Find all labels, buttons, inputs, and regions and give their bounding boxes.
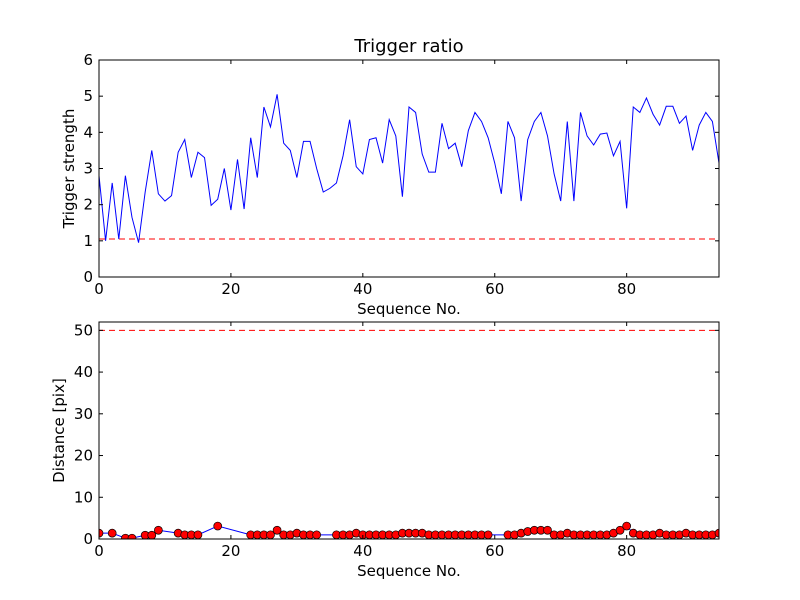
distance-y-tick-label: 0	[83, 530, 93, 548]
trigger-y-tick-label: 5	[83, 87, 93, 105]
distance-x-tick-label: 40	[353, 542, 372, 560]
distance-y-tick-label: 20	[74, 447, 93, 465]
distance-point	[99, 528, 104, 538]
distance-y-tick-label: 10	[74, 488, 93, 506]
trigger-y-tick-label: 0	[83, 268, 93, 286]
trigger-y-tick-label: 4	[83, 123, 93, 141]
distance-point	[543, 525, 552, 535]
distance-y-tick-label: 30	[74, 405, 93, 423]
trigger-strength-line	[99, 94, 719, 243]
distance-point	[193, 530, 203, 539]
trigger-x-tick-label: 40	[353, 280, 372, 298]
distance-point	[213, 521, 223, 531]
trigger-y-tick-label: 6	[83, 51, 93, 69]
trigger-axis-ticks: 0 20 40 60 80 0 1 2 3 4 5 6	[83, 51, 719, 298]
trigger-strength-marks	[99, 94, 719, 243]
distance-point	[615, 525, 625, 535]
distance-point	[107, 528, 117, 538]
distance-plot-frame	[98, 321, 720, 540]
distance-y-tick-label: 40	[74, 363, 93, 381]
distance-points	[99, 521, 719, 539]
distance-x-tick-label: 0	[94, 542, 104, 560]
trigger-x-axis-label: Sequence No.	[357, 300, 461, 318]
distance-x-tick-label: 60	[485, 542, 504, 560]
trigger-y-tick-label: 1	[83, 232, 93, 250]
trigger-ratio-chart: Trigger ratio 0 20 40 60 80 0 1 2 3 4 5 6 Sequence …	[60, 36, 720, 318]
trigger-x-tick-label: 60	[485, 280, 504, 298]
trigger-x-tick-label: 80	[617, 280, 636, 298]
trigger-plot-frame	[98, 59, 720, 278]
distance-point	[622, 521, 632, 531]
chart-title: Trigger ratio	[353, 36, 463, 57]
distance-point	[127, 533, 137, 539]
distance-point	[483, 530, 493, 539]
distance-point	[272, 525, 282, 535]
trigger-y-tick-label: 2	[83, 196, 93, 214]
distance-point	[714, 528, 719, 538]
trigger-x-tick-label: 20	[221, 280, 240, 298]
distance-point	[147, 530, 157, 539]
distance-point	[312, 530, 322, 539]
trigger-y-axis-label: Trigger strength	[60, 109, 78, 230]
distance-point	[154, 525, 163, 535]
distance-marks	[99, 329, 719, 539]
distance-axis-ticks: 0 20 40 60 80 0 10 20 30 40 50	[74, 321, 719, 560]
trigger-y-tick-label: 3	[83, 160, 93, 178]
distance-y-axis-label: Distance [pix]	[50, 378, 68, 483]
distance-x-tick-label: 20	[221, 542, 240, 560]
distance-x-tick-label: 80	[617, 542, 636, 560]
distance-x-axis-label: Sequence No.	[357, 562, 461, 580]
trigger-x-tick-label: 0	[94, 280, 104, 298]
distance-y-tick-label: 50	[74, 321, 93, 339]
distance-chart: 0 20 40 60 80 0 10 20 30 40 50 Sequence No. Distan…	[50, 321, 720, 580]
